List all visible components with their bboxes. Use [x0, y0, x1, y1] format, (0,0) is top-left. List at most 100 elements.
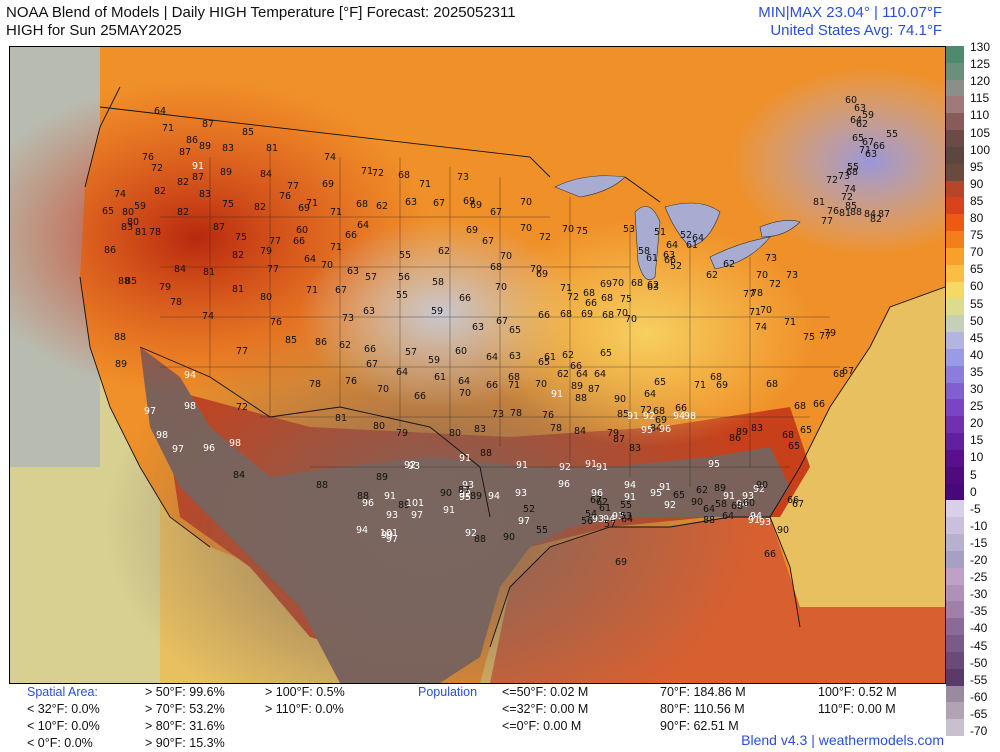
temperature-label: 64	[692, 233, 704, 244]
colorbar-segment	[946, 382, 964, 400]
temperature-label: 90	[614, 394, 626, 405]
temperature-label: 67	[590, 495, 602, 506]
colorbar-segment	[946, 298, 964, 316]
temperature-label: 92	[559, 462, 571, 473]
temperature-label: 69	[716, 380, 728, 391]
temperature-label: 66	[813, 399, 825, 410]
temperature-label: 86	[186, 135, 198, 146]
temperature-label: 65	[800, 425, 812, 436]
temperature-label: 65	[673, 490, 685, 501]
temperature-label: 90	[756, 480, 768, 491]
temperature-label: 88	[474, 534, 486, 545]
temperature-label: 82	[177, 207, 189, 218]
temperature-label: 63	[472, 322, 484, 333]
temperature-label: 91	[516, 460, 528, 471]
temperature-label: 78	[550, 423, 562, 434]
temperature-label: 101	[406, 498, 424, 509]
temperature-label: 65	[600, 348, 612, 359]
temperature-label: 76	[279, 191, 291, 202]
temperature-label: 62	[696, 485, 708, 496]
temperature-label: 97	[518, 516, 530, 527]
temperature-label: 77	[743, 289, 755, 300]
temperature-label: 84	[174, 264, 186, 275]
temperature-label: 88	[357, 491, 369, 502]
temperature-label: 69	[466, 225, 478, 236]
colorbar-tick-label: 20	[970, 416, 984, 431]
temperature-label: 92	[404, 460, 416, 471]
temperature-label: 73	[786, 270, 798, 281]
temperature-label: 78	[510, 408, 522, 419]
temperature-label: 73	[457, 172, 469, 183]
temperature-label: 74	[114, 189, 126, 200]
temperature-label: 65	[788, 441, 800, 452]
temperature-label: 89	[398, 500, 410, 511]
temperature-label: 76	[827, 206, 839, 217]
temperature-label: 91	[192, 161, 204, 172]
temperature-label: 53	[620, 511, 632, 522]
temperature-label: 83	[121, 222, 133, 233]
temperature-label: 98	[684, 411, 696, 422]
spatial-stat: < 0°F: 0.0%	[27, 736, 93, 750]
temperature-label: 75	[620, 294, 632, 305]
temperature-label: 62	[723, 259, 735, 270]
colorbar-tick-label: 50	[970, 313, 984, 328]
temperature-label: 68	[653, 406, 665, 417]
colorbar-segment	[946, 365, 964, 384]
colorbar-tick-label: -45	[970, 638, 988, 653]
temperature-label: 68	[398, 170, 410, 181]
temperature-label: 64	[304, 254, 316, 265]
temperature-map: 64 71 87 86 89 83 85 81 76 87 91 87 89 72 82 83 84 74 77 76…	[9, 46, 946, 684]
spatial-header: Spatial Area:	[27, 685, 98, 699]
temperature-label: 80	[127, 217, 139, 228]
temperature-label: 88	[850, 207, 862, 218]
temperature-label: 71	[694, 380, 706, 391]
spatial-stat: > 70°F: 53.2%	[145, 702, 225, 716]
temperature-label: 93	[612, 511, 624, 522]
temperature-label: 66	[675, 403, 687, 414]
temperature-label: 96	[362, 498, 374, 509]
temperature-label: 68	[602, 310, 614, 321]
temperature-label: 76	[270, 317, 282, 328]
footer-credit[interactable]: Blend v4.3 | weathermodels.com	[741, 732, 944, 748]
colorbar-tick-label: -60	[970, 689, 988, 704]
temperature-label: 77	[269, 236, 281, 247]
temperature-label: 86	[315, 337, 327, 348]
temperature-label: 86	[104, 245, 116, 256]
temperature-label: 94	[624, 480, 636, 491]
temperature-label: 63	[347, 266, 359, 277]
temperature-label: 71	[361, 166, 373, 177]
temperature-label: 68	[833, 369, 845, 380]
temperature-label: 85	[285, 335, 297, 346]
temperature-label: 64	[154, 106, 166, 117]
colorbar-tick-label: 90	[970, 176, 984, 191]
spatial-col1: Spatial Area: < 32°F: 0.0% < 10°F: 0.0% …	[27, 684, 100, 752]
colorbar-segment	[946, 96, 964, 114]
temperature-label: 62	[856, 119, 868, 130]
temperature-label: 75	[222, 199, 234, 210]
colorbar-tick-label: 105	[970, 125, 991, 140]
temperature-label: 60	[845, 95, 857, 106]
temperature-label: 78	[309, 379, 321, 390]
colorbar-segment	[946, 635, 964, 653]
temperature-label: 57	[365, 272, 377, 283]
spatial-stat: > 80°F: 31.6%	[145, 719, 225, 733]
temperature-label: 74	[755, 322, 767, 333]
temperature-label: 68	[601, 293, 613, 304]
temperature-label: 89	[199, 141, 211, 152]
colorbar-segment	[946, 702, 964, 720]
temperature-label: 61	[686, 240, 698, 251]
temperature-label: 64	[621, 514, 633, 525]
min-max-readout: MIN|MAX 23.04° | 110.07°F	[758, 4, 942, 21]
summary-block: MIN|MAX 23.04° | 110.07°F United States …	[758, 4, 942, 40]
temperature-label: 93	[592, 514, 604, 525]
colorbar-tick-label: 125	[970, 57, 991, 72]
temperature-label: 55	[886, 129, 898, 140]
colorbar-tick-label: 15	[970, 433, 984, 448]
temperature-label: 62	[557, 369, 569, 380]
colorbar-tick-label: -35	[970, 604, 988, 619]
population-stat: 70°F: 184.86 M	[660, 685, 746, 699]
colorbar-tick-label: -5	[970, 501, 981, 516]
temperature-label: 71	[162, 123, 174, 134]
great-lakes	[554, 175, 801, 281]
temperature-label: 97	[172, 444, 184, 455]
